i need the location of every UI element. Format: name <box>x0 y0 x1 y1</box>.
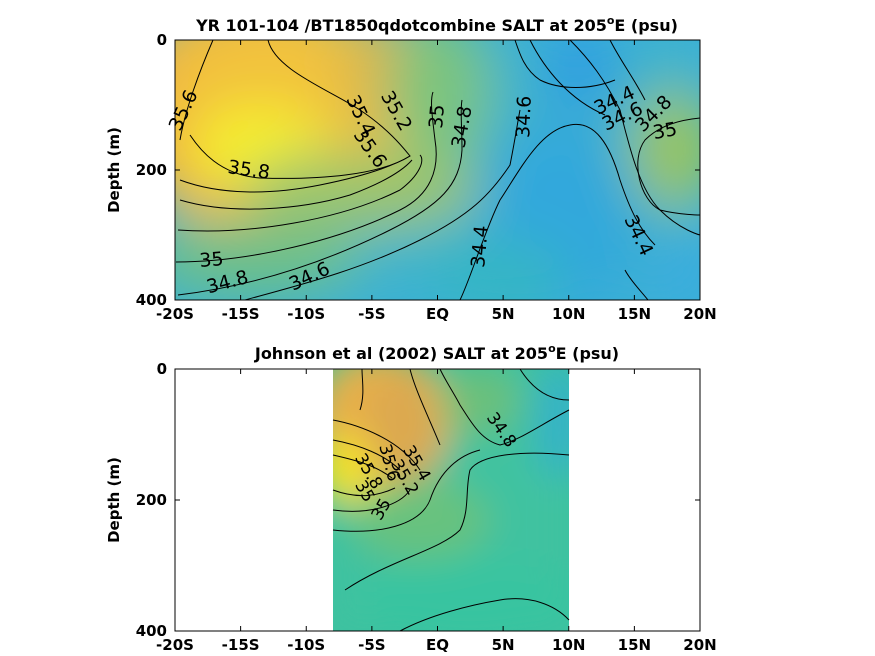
contour-line <box>175 91 437 263</box>
contour-line <box>179 155 411 193</box>
panel-1-title: YR 101-104 /BT1850qdotcombine SALT at 20… <box>195 14 678 35</box>
x-tick-label: 20N <box>683 636 716 654</box>
contour-line <box>459 123 656 301</box>
contour-line <box>529 39 606 116</box>
panel-1-y-axis: 0 200 400 <box>136 31 700 309</box>
x-tick-label: -5S <box>358 636 385 654</box>
panel-1-y-label: Depth (m) <box>105 127 123 213</box>
contour-line <box>399 598 570 632</box>
y-tick-label: 200 <box>136 161 167 179</box>
panel-1: YR 101-104 /BT1850qdotcombine SALT at 20… <box>105 14 717 323</box>
contour-line <box>179 159 413 210</box>
contour-label: 34.6 <box>512 95 535 138</box>
x-tick-label: -15S <box>222 305 260 323</box>
contour-line <box>624 269 649 301</box>
y-tick-label: 0 <box>157 31 167 49</box>
contour-label: 35 <box>198 248 224 272</box>
contour-line <box>177 154 423 232</box>
contour-label: 35 <box>651 118 679 144</box>
y-tick-label: 400 <box>136 622 167 640</box>
contour-line <box>514 39 616 88</box>
panel-2-title: Johnson et al (2002) SALT at 205oE (psu) <box>254 342 619 363</box>
y-tick-label: 200 <box>136 491 167 509</box>
panel-1-contours <box>175 39 701 301</box>
y-tick-label: 0 <box>157 360 167 378</box>
x-tick-label: 10N <box>552 636 585 654</box>
x-tick-label: 20N <box>683 305 716 323</box>
x-tick-label: EQ <box>426 305 449 323</box>
x-tick-label: -20S <box>156 305 194 323</box>
contour-line <box>332 419 421 471</box>
contour-line <box>519 368 570 401</box>
panel-1-color-field <box>175 40 700 300</box>
contour-line <box>637 117 701 216</box>
panel-2-y-axis: 0 200 400 <box>136 360 700 640</box>
x-tick-label: 5N <box>492 636 515 654</box>
contour-line <box>332 487 396 497</box>
contour-line <box>332 489 411 512</box>
x-tick-label: -15S <box>222 636 260 654</box>
contour-line <box>344 452 570 591</box>
contour-line <box>409 368 441 446</box>
panel-2-color-field <box>333 369 569 631</box>
y-tick-label: 400 <box>136 291 167 309</box>
contour-line <box>332 449 481 532</box>
contour-line <box>332 439 401 471</box>
panel-2-contours <box>332 368 570 632</box>
panel-2-y-label: Depth (m) <box>105 457 123 543</box>
contour-line <box>439 368 570 446</box>
contour-line <box>332 454 393 479</box>
x-tick-label: -20S <box>156 636 194 654</box>
x-tick-label: EQ <box>426 636 449 654</box>
contour-line <box>179 39 214 141</box>
contour-line <box>609 39 646 101</box>
panel-2: Johnson et al (2002) SALT at 205oE (psu) <box>105 342 717 654</box>
contour-label: 34.4 <box>467 224 493 268</box>
contour-line <box>177 99 463 296</box>
x-tick-label: 15N <box>618 305 651 323</box>
contour-line <box>569 39 701 236</box>
x-tick-label: -10S <box>287 636 325 654</box>
panel-2-x-axis: -20S -15S -10S -5S EQ 5N 10N 15N 20N <box>156 369 717 654</box>
contour-line <box>359 368 364 411</box>
x-tick-label: 5N <box>492 305 515 323</box>
panel-1-x-axis: -20S -15S -10S -5S EQ 5N 10N 15N 20N <box>156 40 717 323</box>
contour-label: 35 <box>425 103 449 129</box>
x-tick-label: 10N <box>552 305 585 323</box>
x-tick-label: -5S <box>358 305 385 323</box>
contour-line <box>244 109 521 301</box>
x-tick-label: -10S <box>287 305 325 323</box>
x-tick-label: 15N <box>618 636 651 654</box>
